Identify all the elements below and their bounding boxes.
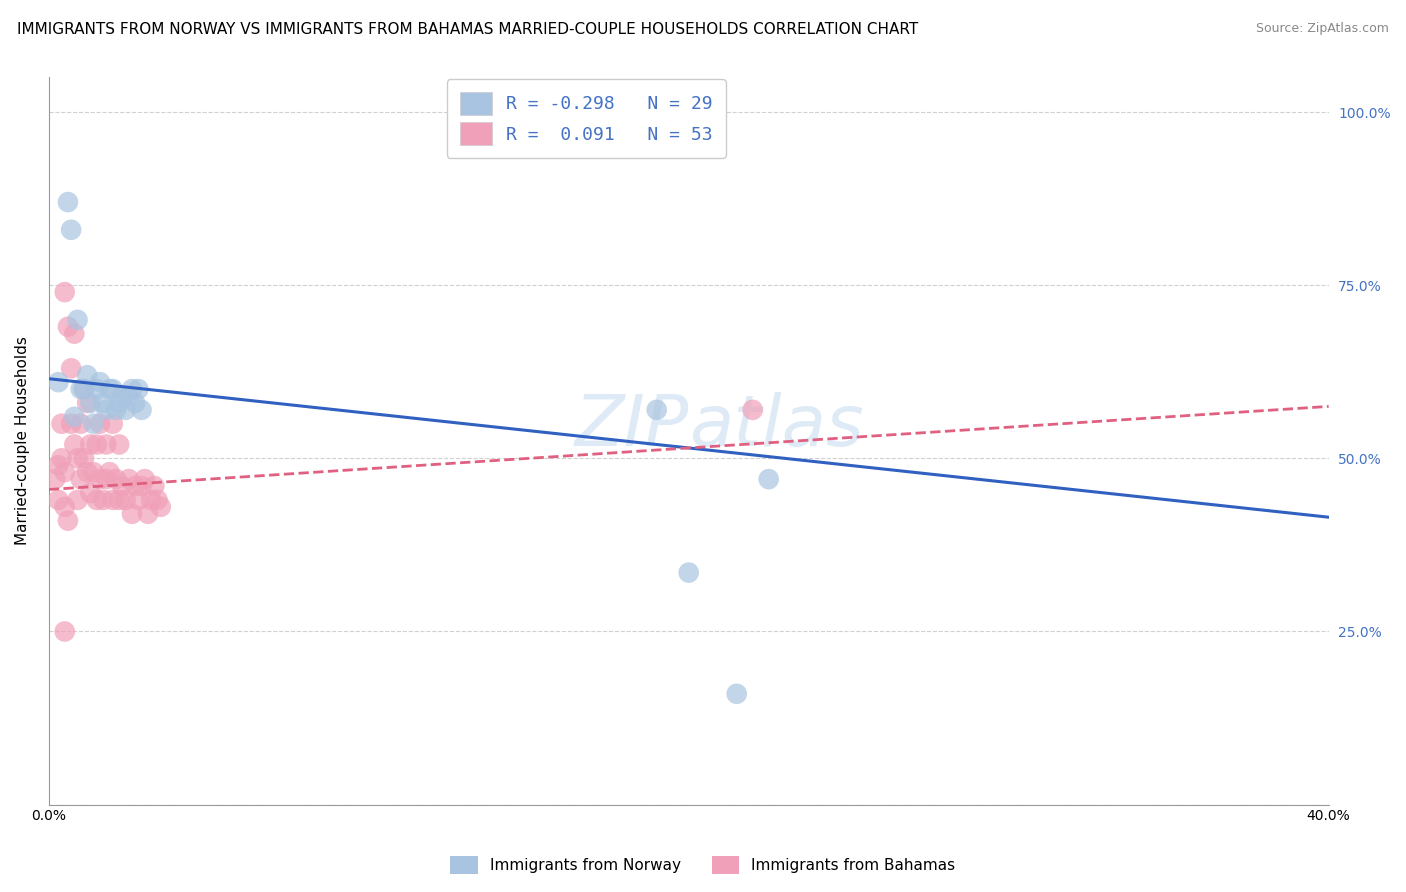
Point	[114, 402, 136, 417]
Point	[66, 492, 89, 507]
Point	[56, 319, 79, 334]
Point	[108, 492, 131, 507]
Point	[89, 417, 111, 431]
Point	[66, 313, 89, 327]
Point	[73, 382, 96, 396]
Point	[48, 458, 70, 473]
Point	[56, 514, 79, 528]
Point	[91, 492, 114, 507]
Point	[127, 382, 149, 396]
Text: ZIP: ZIP	[574, 392, 689, 461]
Point	[48, 375, 70, 389]
Point	[118, 472, 141, 486]
Point	[111, 479, 134, 493]
Point	[66, 451, 89, 466]
Point	[86, 437, 108, 451]
Point	[63, 437, 86, 451]
Point	[79, 396, 101, 410]
Point	[56, 195, 79, 210]
Point	[149, 500, 172, 514]
Point	[121, 382, 143, 396]
Y-axis label: Married-couple Households: Married-couple Households	[15, 336, 30, 546]
Point	[83, 465, 105, 479]
Point	[98, 465, 121, 479]
Point	[136, 507, 159, 521]
Point	[124, 479, 146, 493]
Point	[79, 486, 101, 500]
Text: atlas: atlas	[689, 392, 863, 461]
Point	[127, 492, 149, 507]
Point	[124, 396, 146, 410]
Point	[104, 402, 127, 417]
Point	[645, 402, 668, 417]
Point	[76, 465, 98, 479]
Point	[108, 437, 131, 451]
Point	[48, 492, 70, 507]
Point	[114, 492, 136, 507]
Point	[83, 417, 105, 431]
Point	[53, 500, 76, 514]
Point	[76, 368, 98, 383]
Point	[69, 417, 91, 431]
Point	[63, 326, 86, 341]
Point	[131, 402, 153, 417]
Point	[73, 451, 96, 466]
Text: Source: ZipAtlas.com: Source: ZipAtlas.com	[1256, 22, 1389, 36]
Point	[96, 472, 118, 486]
Point	[101, 492, 124, 507]
Point	[111, 389, 134, 403]
Point	[758, 472, 780, 486]
Point	[51, 451, 73, 466]
Point	[51, 417, 73, 431]
Point	[98, 382, 121, 396]
Text: IMMIGRANTS FROM NORWAY VS IMMIGRANTS FROM BAHAMAS MARRIED-COUPLE HOUSEHOLDS CORR: IMMIGRANTS FROM NORWAY VS IMMIGRANTS FRO…	[17, 22, 918, 37]
Point	[63, 409, 86, 424]
Point	[101, 382, 124, 396]
Point	[91, 396, 114, 410]
Point	[139, 492, 162, 507]
Point	[104, 472, 127, 486]
Point	[741, 402, 763, 417]
Point	[134, 472, 156, 486]
Point	[69, 472, 91, 486]
Point	[86, 492, 108, 507]
Point	[131, 479, 153, 493]
Point	[69, 382, 91, 396]
Point	[121, 507, 143, 521]
Point	[725, 687, 748, 701]
Legend: Immigrants from Norway, Immigrants from Bahamas: Immigrants from Norway, Immigrants from …	[444, 850, 962, 880]
Point	[89, 375, 111, 389]
Point	[44, 472, 66, 486]
Point	[101, 417, 124, 431]
Point	[678, 566, 700, 580]
Point	[118, 389, 141, 403]
Point	[60, 417, 83, 431]
Point	[79, 437, 101, 451]
Point	[60, 361, 83, 376]
Point	[53, 465, 76, 479]
Point	[86, 382, 108, 396]
Point	[53, 285, 76, 300]
Point	[108, 396, 131, 410]
Point	[143, 479, 166, 493]
Point	[89, 472, 111, 486]
Legend: R = -0.298   N = 29, R =  0.091   N = 53: R = -0.298 N = 29, R = 0.091 N = 53	[447, 79, 725, 158]
Point	[53, 624, 76, 639]
Point	[96, 402, 118, 417]
Point	[60, 223, 83, 237]
Point	[73, 382, 96, 396]
Point	[146, 492, 169, 507]
Point	[96, 437, 118, 451]
Point	[76, 396, 98, 410]
